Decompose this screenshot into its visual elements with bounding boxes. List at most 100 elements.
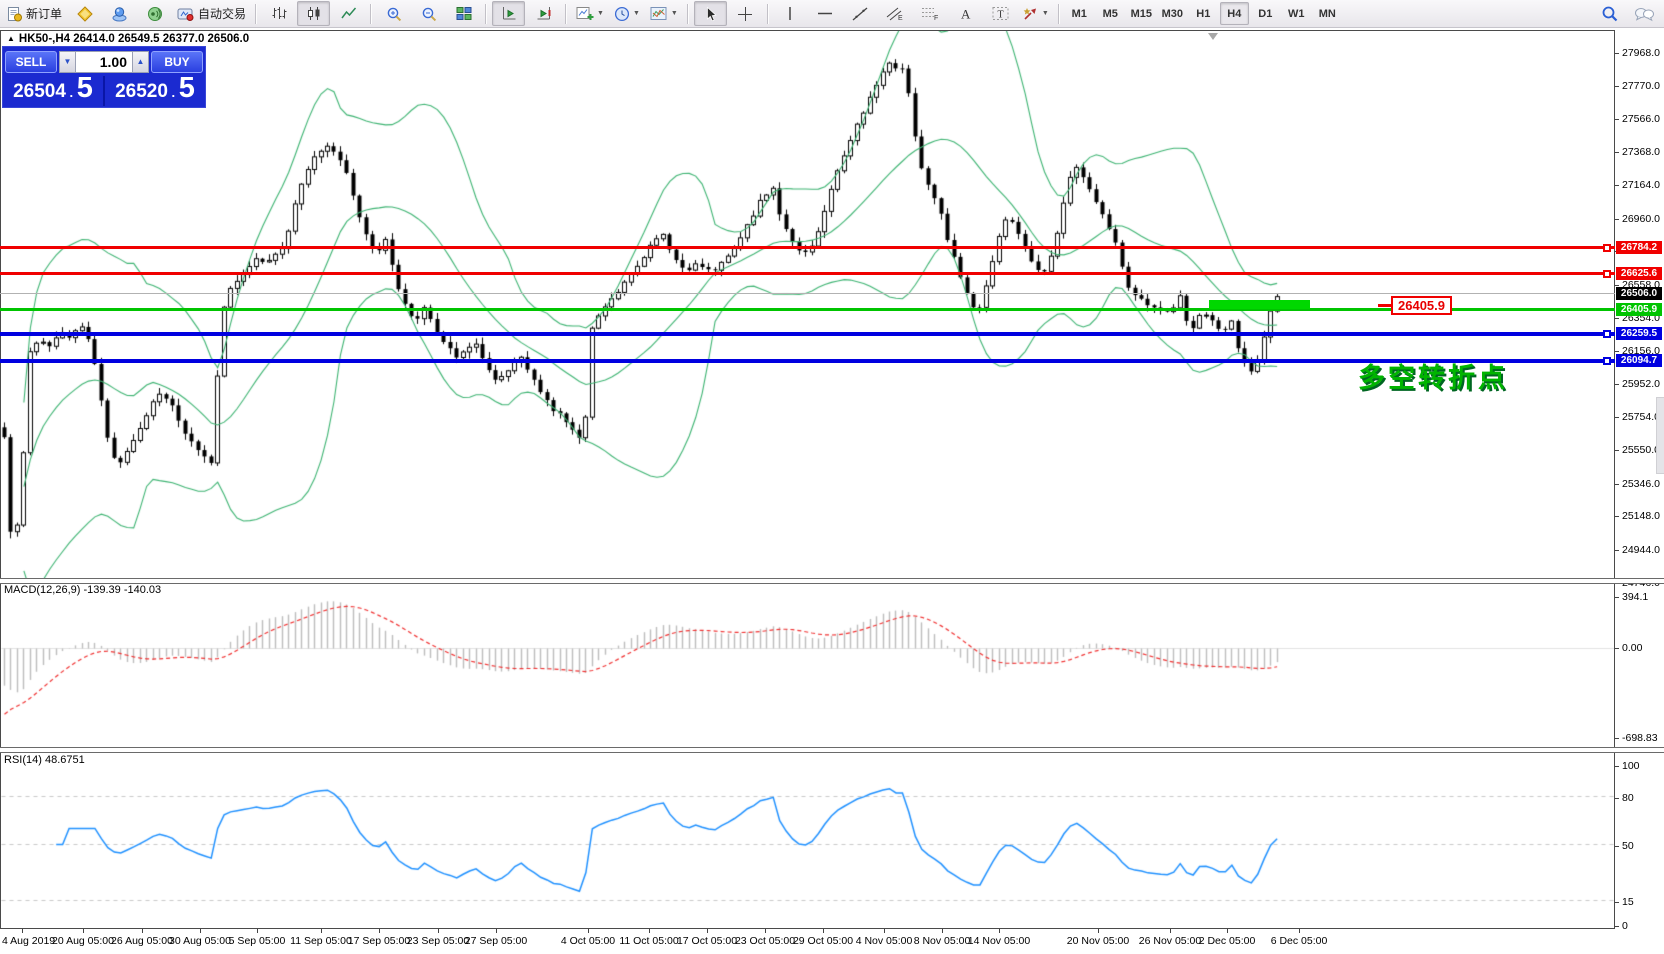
new-chart-button[interactable]: ▼ (572, 1, 608, 26)
sell-price[interactable]: 26504 . 5 (13, 72, 93, 104)
macd-canvas[interactable] (1, 583, 1614, 746)
chat-button[interactable] (1628, 1, 1661, 26)
crosshair-icon (737, 6, 753, 22)
dropdown-caret-icon[interactable]: ▼ (632, 10, 640, 17)
macd-tick-mark (1615, 648, 1619, 649)
rsi-axis-label: 0 (1622, 920, 1628, 932)
line-endpoint-marker[interactable] (1603, 244, 1611, 252)
new-order-button[interactable]: 新订单 (3, 1, 66, 26)
time-tick-mark (142, 929, 143, 933)
toolbar-separator (255, 3, 258, 24)
time-axis-label: 11 Sep 05:00 (290, 935, 352, 947)
history-center-button[interactable] (68, 1, 101, 26)
pivot-line[interactable] (0, 308, 1615, 311)
tile-windows-button[interactable] (447, 1, 480, 26)
search-button[interactable] (1593, 1, 1626, 26)
macd-axis-label: 394.1 (1622, 591, 1649, 603)
line-chart-button[interactable] (332, 1, 365, 26)
sell-button[interactable]: SELL (5, 50, 57, 73)
time-axis-label: 26 Aug 05:00 (111, 935, 173, 947)
equidistant-channel-tool-button[interactable]: E (879, 1, 912, 26)
volume-input[interactable]: 1.00 (76, 50, 132, 73)
price-tick-mark (1615, 516, 1619, 517)
volume-increase-button[interactable]: ▲ (132, 50, 149, 73)
time-axis-label: 20 Nov 05:00 (1066, 935, 1130, 947)
text-label-tool-button[interactable]: T (984, 1, 1017, 26)
hline-price-chip: 26094.7 (1616, 354, 1662, 367)
market-signals-button[interactable] (138, 1, 171, 26)
timeframe-M15-button[interactable]: M15 (1130, 7, 1152, 20)
hline-icon (817, 8, 833, 19)
price-tick-label: 25550.0 (1622, 444, 1660, 456)
tiles-icon (456, 6, 472, 21)
cursor-tool-button[interactable] (693, 1, 727, 26)
buy-button[interactable]: BUY (151, 50, 203, 73)
text-tool-button[interactable]: A (949, 1, 982, 26)
timeframe-M1-button[interactable]: M1 (1071, 7, 1087, 20)
buy-price[interactable]: 26520 . 5 (115, 72, 195, 104)
dropdown-caret-icon[interactable]: ▼ (670, 10, 678, 17)
horizontal-line-tool-button[interactable] (809, 1, 842, 26)
periods-button[interactable]: ▼ (610, 1, 644, 26)
tline-icon (852, 7, 868, 21)
macd-panel (0, 582, 1615, 749)
auto-scroll-button[interactable] (492, 1, 526, 26)
support-line-lower[interactable] (0, 359, 1615, 363)
line-endpoint-marker[interactable] (1603, 270, 1611, 278)
time-tick-mark (1299, 929, 1300, 933)
price-tick-label: 27770.0 (1622, 80, 1660, 92)
rsi-indicator-label: RSI(14) 48.6751 (4, 754, 85, 766)
zoom-out-button[interactable] (412, 1, 445, 26)
dropdown-caret-icon[interactable]: ▼ (597, 10, 604, 17)
panel-divider[interactable] (0, 747, 1664, 753)
timeframe-M30-button[interactable]: M30 (1161, 7, 1183, 20)
chart-shift-marker-icon[interactable] (1208, 33, 1218, 40)
timeframe-D1-button[interactable]: D1 (1258, 7, 1273, 20)
fibonacci-tool-button[interactable]: F (914, 1, 947, 26)
main-chart-canvas[interactable] (1, 31, 1614, 579)
vertical-scrollbar[interactable] (1656, 397, 1664, 474)
line-endpoint-marker[interactable] (1603, 357, 1611, 365)
zoom-in-button[interactable] (377, 1, 410, 26)
macd-tick-mark (1615, 738, 1619, 739)
time-tick-mark (257, 929, 258, 933)
time-axis-label: 2 Dec 05:00 (1198, 935, 1256, 947)
crosshair-tool-button[interactable] (729, 1, 762, 26)
support-line-upper[interactable] (0, 332, 1615, 336)
time-tick-mark (765, 929, 766, 933)
resistance-line-upper[interactable] (0, 246, 1615, 249)
templates-button[interactable]: ▼ (646, 1, 682, 26)
trendline-tool-button[interactable] (844, 1, 877, 26)
timeframe-MN-button[interactable]: MN (1318, 7, 1336, 20)
line-endpoint-marker[interactable] (1603, 330, 1611, 338)
vertical-line-tool-button[interactable] (774, 1, 807, 26)
vline-icon (785, 6, 795, 21)
toolbar: 新订单 自动交易 ▼ ▼ ▼ E F A T ▼ M1 M5 M15 M30 H1 H4 D1 W1 MN (0, 0, 1664, 28)
rsi-canvas[interactable] (1, 752, 1614, 926)
price-tick-label: 25754.0 (1622, 411, 1660, 423)
price-tick-mark (1615, 219, 1619, 220)
timeframe-M5-button[interactable]: M5 (1102, 7, 1118, 20)
profiles-button[interactable] (103, 1, 136, 26)
panel-divider[interactable] (0, 578, 1664, 584)
hline-price-chip: 26405.9 (1616, 303, 1662, 316)
price-callout-label[interactable]: 26405.9 (1378, 296, 1452, 315)
turning-point-note[interactable]: 多空转折点 (1358, 363, 1508, 393)
resistance-line-lower[interactable] (0, 272, 1615, 275)
support-highlight-bar[interactable] (1209, 300, 1310, 309)
chart-shift-button[interactable] (527, 1, 560, 26)
timeframe-W1-button[interactable]: W1 (1288, 7, 1305, 20)
rsi-tick-mark (1615, 766, 1619, 767)
volume-decrease-button[interactable]: ▼ (59, 50, 76, 73)
time-tick-mark (1098, 929, 1099, 933)
timeframe-H4-button[interactable]: H4 (1219, 2, 1249, 25)
time-tick-mark (1170, 929, 1171, 933)
timeframe-H1-button[interactable]: H1 (1196, 7, 1211, 20)
dropdown-caret-icon[interactable]: ▼ (1041, 10, 1049, 17)
callout-text: 26405.9 (1391, 296, 1452, 315)
arrows-tool-button[interactable]: ▼ (1019, 1, 1053, 26)
candlestick-chart-button[interactable] (297, 1, 331, 26)
auto-trading-button[interactable]: 自动交易 (173, 1, 250, 26)
bar-chart-button[interactable] (262, 1, 295, 26)
rsi-tick-mark (1615, 846, 1619, 847)
